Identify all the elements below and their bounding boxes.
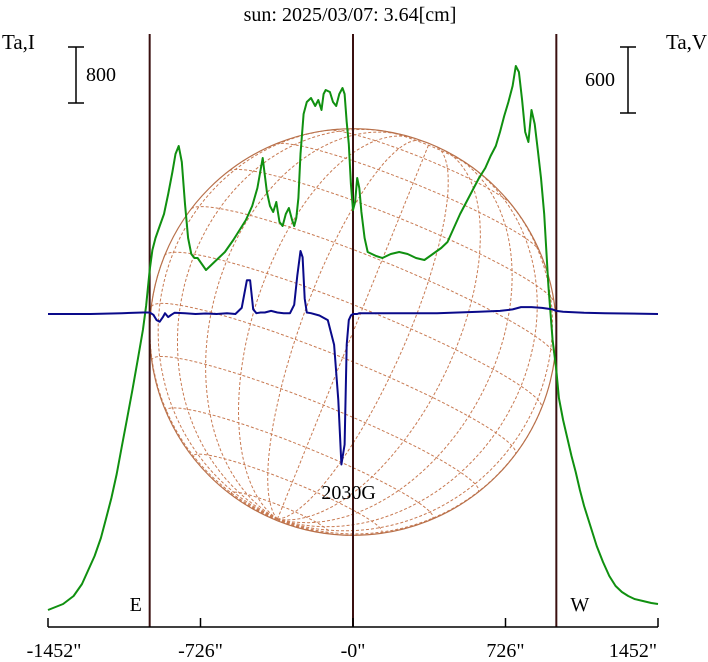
longitude-line <box>277 146 449 520</box>
right-axis-label: Ta,V <box>666 30 707 54</box>
left-scale-bar <box>68 46 84 104</box>
chart-title: sun: 2025/03/07: 3.64[cm] <box>244 4 457 26</box>
longitude-line <box>157 128 339 520</box>
right-scale-bar <box>620 46 636 114</box>
longitude-line <box>277 149 481 521</box>
longitude-line <box>237 135 415 520</box>
limb-marker-label: W <box>570 594 589 616</box>
latitude-line <box>192 453 383 535</box>
series-line-I <box>47 65 659 611</box>
longitude-line <box>277 156 513 524</box>
right-scale-label: 600 <box>585 69 615 91</box>
longitude-line <box>276 143 430 520</box>
latitude-line <box>384 130 470 166</box>
longitude-line <box>205 131 401 520</box>
latitude-line <box>190 206 556 356</box>
left-scale-label: 800 <box>86 64 116 86</box>
longitude-line <box>177 129 386 520</box>
latitude-line <box>230 491 330 534</box>
x-tick-label: 726" <box>486 640 524 662</box>
x-tick-label: -0" <box>341 640 366 662</box>
latitude-line <box>165 407 434 520</box>
annotation-label: 2030G <box>321 482 375 504</box>
longitude-line <box>277 164 538 528</box>
x-tick-label: -1452" <box>27 640 82 662</box>
longitude-line <box>277 195 553 532</box>
latitude-line <box>275 142 540 251</box>
latitude-line <box>150 302 517 455</box>
x-tick-label: 1452" <box>609 640 657 662</box>
longitude-line <box>267 139 422 520</box>
left-axis-label: Ta,I <box>2 30 35 54</box>
series-layer <box>47 65 659 611</box>
series-line-V <box>48 250 659 466</box>
x-tick-label: -726" <box>178 640 223 662</box>
limb-marker-label: E <box>130 594 142 616</box>
latitude-line <box>328 129 512 205</box>
x-axis-ticks: -1452" -726" -0" 726" 1452" <box>27 618 659 662</box>
